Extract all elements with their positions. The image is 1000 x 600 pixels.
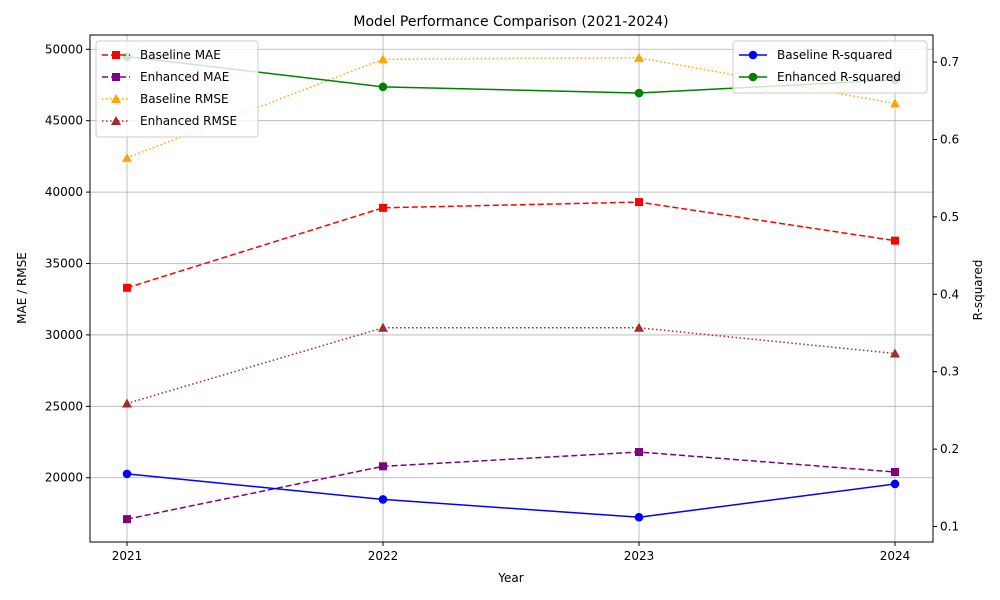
y-tick-label-left: 30000 bbox=[45, 328, 83, 342]
y-tick-label-left: 45000 bbox=[45, 114, 83, 128]
y-tick-label-left: 20000 bbox=[45, 471, 83, 485]
baseline-mae-point bbox=[123, 283, 131, 292]
y-axis-right-label: R-squared bbox=[971, 260, 985, 321]
enhanced-mae-point bbox=[891, 468, 899, 477]
y-tick-label-right: 0.3 bbox=[940, 365, 959, 379]
baseline-rmse-point bbox=[890, 98, 900, 108]
enhanced-mae-point bbox=[379, 462, 387, 471]
baseline-mae-line bbox=[126, 201, 896, 289]
enhanced-r-squared-point bbox=[378, 82, 388, 92]
baseline-rmse-point bbox=[122, 152, 132, 162]
chart-title: Model Performance Comparison (2021-2024) bbox=[353, 14, 668, 30]
y-tick-label-right: 0.5 bbox=[940, 210, 959, 224]
x-tick-label: 2024 bbox=[880, 549, 911, 563]
enhanced-rmse-point bbox=[122, 398, 132, 408]
y-axis-left-label: MAE / RMSE bbox=[15, 252, 29, 324]
x-tick-label: 2023 bbox=[624, 549, 655, 563]
enhanced-rmse-point bbox=[634, 322, 644, 332]
legend-label-baseline-rmse: Baseline RMSE bbox=[140, 92, 229, 106]
enhanced-rmse-point bbox=[890, 348, 900, 358]
legend-marker-enhanced-rmse bbox=[111, 116, 121, 125]
legend-box bbox=[95, 40, 259, 138]
legend-right: Baseline R-squared Enhanced R-squared bbox=[732, 40, 928, 94]
legend-marker-baseline-mae bbox=[112, 51, 120, 59]
x-tick-label: 2021 bbox=[112, 549, 143, 563]
y-tick-label-right: 0.7 bbox=[940, 55, 959, 69]
y-tick-label-right: 0.6 bbox=[940, 132, 959, 146]
baseline-r-squared-point bbox=[378, 495, 388, 504]
legend-marker-baseline-rmse bbox=[111, 94, 121, 103]
x-tick-label: 2022 bbox=[368, 549, 399, 563]
enhanced-mae-point bbox=[635, 448, 643, 457]
legend-marker-enhanced-r-squared bbox=[748, 72, 758, 82]
baseline-mae-point bbox=[635, 198, 643, 207]
y-axis-left: 20000 25000 30000 35000 40000 45000 50000 bbox=[45, 42, 90, 485]
baseline-r-squared-point bbox=[890, 479, 900, 489]
y-tick-label-right: 0.4 bbox=[940, 287, 959, 301]
x-axis: 2021 2022 2023 2024 bbox=[112, 542, 911, 563]
enhanced-mae-point bbox=[123, 515, 131, 524]
legend-label-enhanced-r-squared: Enhanced R-squared bbox=[777, 70, 901, 84]
enhanced-rmse-point bbox=[378, 322, 388, 332]
y-tick-label-left: 50000 bbox=[45, 42, 83, 56]
y-tick-label-left: 35000 bbox=[45, 257, 83, 271]
legend-left: Baseline MAE Enhanced MAE Baseline RMSE Enh… bbox=[95, 40, 259, 138]
plot-frame bbox=[89, 34, 934, 543]
legend-marker-enhanced-mae bbox=[112, 73, 120, 81]
baseline-r-squared-point bbox=[634, 512, 644, 522]
enhanced-rmse-line bbox=[126, 327, 896, 405]
y-tick-label-left: 25000 bbox=[45, 399, 83, 413]
baseline-r-squared-line bbox=[126, 473, 896, 518]
y-tick-label-right: 0.1 bbox=[940, 520, 959, 534]
legend-label-enhanced-rmse: Enhanced RMSE bbox=[140, 114, 237, 128]
y-tick-label-right: 0.2 bbox=[940, 442, 959, 456]
baseline-mae-point bbox=[379, 203, 387, 212]
legend-box bbox=[732, 40, 928, 94]
y-tick-label-left: 40000 bbox=[45, 185, 83, 199]
y-axis-right: 0.1 0.2 0.3 0.4 0.5 0.6 0.7 bbox=[933, 55, 959, 534]
legend-label-baseline-mae: Baseline MAE bbox=[140, 48, 221, 62]
legend-label-baseline-r-squared: Baseline R-squared bbox=[777, 48, 892, 62]
baseline-rmse-point bbox=[378, 54, 388, 64]
baseline-r-squared-point bbox=[122, 469, 132, 479]
enhanced-mae-line bbox=[126, 451, 896, 520]
baseline-mae-point bbox=[891, 236, 899, 245]
x-axis-label: Year bbox=[497, 571, 523, 585]
legend-marker-baseline-r-squared bbox=[748, 50, 758, 60]
baseline-rmse-point bbox=[634, 52, 644, 62]
legend-label-enhanced-mae: Enhanced MAE bbox=[140, 70, 229, 84]
enhanced-r-squared-point bbox=[634, 88, 644, 98]
